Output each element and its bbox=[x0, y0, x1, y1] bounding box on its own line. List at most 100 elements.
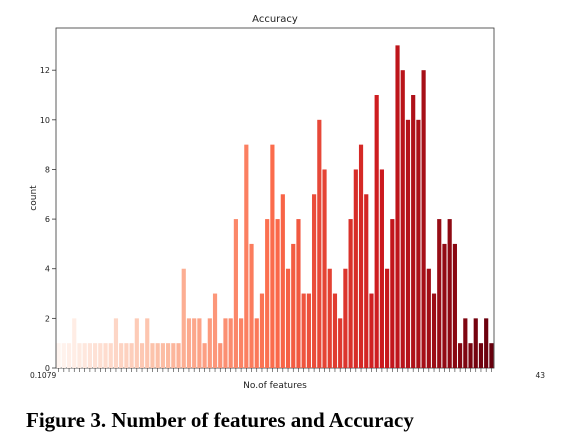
bar bbox=[233, 219, 238, 368]
bar bbox=[411, 95, 416, 368]
bar bbox=[285, 268, 291, 368]
bar bbox=[145, 318, 150, 368]
bar bbox=[400, 70, 405, 368]
y-axis: 0 2 4 6 8 10 12 bbox=[40, 66, 56, 373]
bar bbox=[249, 243, 254, 368]
bar bbox=[244, 144, 249, 368]
bar bbox=[280, 194, 285, 368]
bar bbox=[87, 343, 92, 368]
bar-group bbox=[56, 45, 494, 369]
bar bbox=[259, 293, 265, 368]
bar bbox=[77, 343, 82, 368]
bar bbox=[458, 343, 463, 368]
bar bbox=[369, 293, 374, 368]
bar bbox=[358, 144, 364, 368]
bar bbox=[478, 343, 484, 368]
bar bbox=[468, 343, 473, 368]
bar bbox=[338, 318, 343, 368]
bar bbox=[176, 343, 181, 368]
x-tick-label-last: 43 bbox=[535, 371, 545, 380]
bar bbox=[223, 318, 228, 368]
bar bbox=[150, 343, 155, 368]
bar bbox=[228, 318, 233, 368]
bar bbox=[129, 343, 134, 368]
bar bbox=[484, 318, 489, 368]
bar bbox=[124, 343, 129, 368]
bar bbox=[56, 343, 61, 368]
bar bbox=[254, 318, 259, 368]
bar bbox=[197, 318, 202, 368]
y-axis-label: count bbox=[29, 185, 39, 211]
bar bbox=[353, 169, 358, 368]
bar bbox=[374, 95, 379, 368]
bar bbox=[385, 268, 390, 368]
bar bbox=[306, 293, 311, 368]
bar bbox=[155, 343, 160, 368]
bar bbox=[431, 293, 437, 368]
bar bbox=[317, 119, 322, 368]
y-tick-label: 8 bbox=[45, 165, 50, 174]
bar bbox=[171, 343, 176, 368]
bar bbox=[447, 219, 452, 368]
bar bbox=[202, 343, 207, 368]
bar bbox=[265, 219, 270, 368]
bar bbox=[270, 144, 275, 368]
bar bbox=[166, 343, 171, 368]
bar bbox=[192, 318, 197, 368]
bar bbox=[437, 219, 442, 368]
chart-title: Accuracy bbox=[252, 14, 298, 25]
bar bbox=[98, 343, 103, 368]
bar bbox=[442, 243, 447, 368]
bar bbox=[343, 268, 348, 368]
bar bbox=[275, 219, 280, 368]
bar bbox=[207, 318, 212, 368]
bar bbox=[395, 45, 400, 369]
bar bbox=[426, 268, 431, 368]
bar bbox=[312, 194, 317, 368]
bar bbox=[134, 318, 139, 368]
y-tick-label: 2 bbox=[45, 314, 50, 323]
plot-frame bbox=[55, 27, 495, 369]
bar bbox=[72, 318, 77, 368]
bar bbox=[93, 343, 98, 368]
bar bbox=[348, 219, 353, 368]
bar bbox=[327, 268, 332, 368]
bar bbox=[421, 70, 426, 368]
bar bbox=[416, 119, 421, 368]
bar bbox=[218, 343, 223, 368]
bar bbox=[296, 219, 301, 368]
bar bbox=[186, 318, 192, 368]
bar bbox=[463, 318, 468, 368]
x-axis bbox=[58, 368, 492, 372]
bar bbox=[103, 343, 108, 368]
bar bbox=[61, 343, 66, 368]
y-tick-label: 10 bbox=[40, 116, 50, 125]
bar bbox=[139, 343, 145, 368]
figure-caption: Figure 3. Number of features and Accurac… bbox=[26, 408, 414, 432]
bar bbox=[212, 293, 218, 368]
y-tick-label: 6 bbox=[45, 215, 50, 224]
bar bbox=[390, 219, 395, 368]
x-axis-label: No.of features bbox=[243, 381, 307, 391]
bar bbox=[322, 169, 327, 368]
y-tick-label: 4 bbox=[45, 265, 50, 274]
bar bbox=[239, 318, 244, 368]
bar bbox=[181, 268, 186, 368]
bar bbox=[119, 343, 124, 368]
bar bbox=[108, 343, 113, 368]
y-tick-label: 0 bbox=[45, 364, 50, 373]
bar bbox=[405, 119, 411, 368]
bar bbox=[291, 243, 296, 368]
bar bbox=[301, 293, 306, 368]
bar bbox=[452, 243, 457, 368]
x-tick-label-first: 0.1079 bbox=[30, 371, 56, 380]
bar bbox=[160, 343, 165, 368]
bar bbox=[473, 318, 478, 368]
bar bbox=[332, 293, 338, 368]
bar bbox=[379, 169, 384, 368]
bar bbox=[113, 318, 119, 368]
bar bbox=[82, 343, 87, 368]
bar bbox=[66, 343, 72, 368]
bar bbox=[489, 343, 494, 368]
